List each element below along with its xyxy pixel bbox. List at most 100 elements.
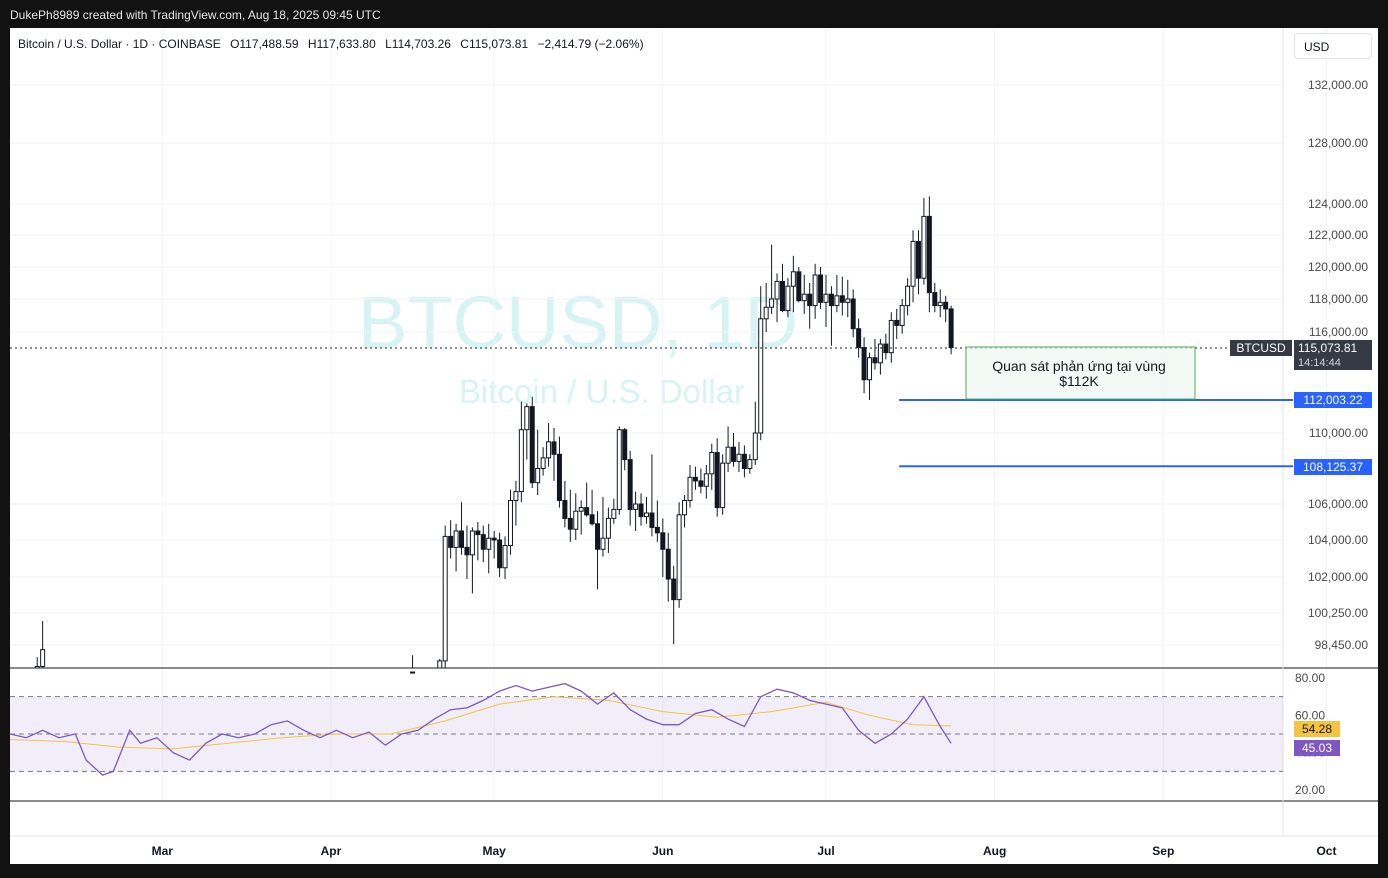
time-tick-label: Sep (1152, 844, 1174, 858)
candle-body (741, 453, 747, 469)
candle-body (867, 357, 873, 381)
time-tick-label: Mar (152, 844, 174, 858)
price-tick-label: 100,250.00 (1308, 606, 1368, 620)
price-tick-label: 98,450.00 (1315, 638, 1369, 652)
candle-body (834, 295, 840, 307)
candle-body (595, 523, 601, 550)
annotation-box[interactable]: Quan sát phản ứng tại vùng $112K (965, 346, 1196, 400)
candle-body (40, 649, 46, 667)
candle-body (535, 468, 541, 484)
candle-body (915, 240, 921, 279)
rsi-pane[interactable] (10, 682, 1283, 776)
candle-body (497, 539, 503, 569)
candle-body (638, 503, 644, 518)
candle-body (513, 491, 519, 501)
candle-body (910, 240, 916, 287)
rsi-ma-label: 54.28 (1294, 721, 1340, 737)
candle-body (758, 318, 764, 434)
candles (34, 196, 954, 674)
candle-body (839, 295, 845, 303)
candle-body (518, 429, 524, 493)
candle-body (600, 537, 606, 550)
candle-body (643, 512, 649, 518)
candle-body (807, 293, 813, 307)
candle-body (899, 305, 905, 326)
time-tick-label: Apr (321, 844, 342, 858)
candle-body (524, 406, 530, 431)
candle-body (948, 308, 954, 349)
top-bar: DukePh8989 created with TradingView.com,… (0, 0, 1388, 28)
candle-body (437, 660, 443, 669)
candle-body (649, 512, 655, 528)
candle-body (823, 293, 829, 303)
price-tick-label: 116,000.00 (1309, 325, 1368, 339)
price-axis[interactable]: 132,000.00 128,000.00 124,000.00 122,000.00… (1308, 78, 1368, 652)
time-tick-label: May (482, 844, 506, 858)
rsi-ma-line (10, 696, 952, 750)
candle-body (682, 499, 688, 516)
price-tick-label: 106,000.00 (1308, 497, 1368, 511)
price-tick-label: 128,000.00 (1308, 136, 1368, 150)
candle-body (790, 271, 796, 287)
candle-body (872, 357, 878, 364)
price-change: −2,414.79 (−2.06%) (537, 37, 644, 51)
candle-body (671, 578, 677, 601)
candle-body (801, 293, 807, 302)
candle-body (877, 343, 883, 364)
rsi-value: 45.03 (1302, 741, 1332, 755)
candle-body (556, 453, 562, 501)
candle-body (633, 503, 639, 510)
candle-body (818, 274, 824, 303)
candle-body (611, 508, 617, 519)
candle-body (725, 446, 731, 464)
candle-body (709, 452, 715, 475)
candle-body (943, 301, 949, 310)
candle-body (905, 285, 911, 307)
price-tick-label: 120,000.00 (1308, 260, 1368, 274)
candle-body (622, 429, 628, 461)
level-1-label: 112,003.22 (1294, 392, 1372, 408)
price-tick-label: 110,000.00 (1309, 426, 1368, 440)
level-1-value: 112,003.22 (1303, 393, 1362, 407)
candle-body (660, 532, 666, 550)
candle-body (714, 452, 720, 509)
time-tick-label: Jun (652, 844, 673, 858)
candle-body (861, 347, 867, 381)
price-tick-label: 122,000.00 (1308, 228, 1368, 242)
ohlc-high: H117,633.80 (307, 37, 376, 51)
candle-body (665, 548, 671, 580)
candle-body (720, 462, 726, 509)
candle-body (687, 476, 693, 501)
symbol-legend[interactable]: Bitcoin / U.S. Dollar · 1D · COINBASE O1… (18, 37, 650, 51)
chart-frame[interactable]: BTCUSD, 1D Bitcoin / U.S. Dollar Quan sá… (10, 28, 1378, 864)
candle-body (551, 441, 557, 455)
rsi-tick-label: 60.00 (1295, 708, 1325, 722)
candle-body (459, 530, 465, 548)
time-axis[interactable]: Mar Apr May Jun Jul Aug Sep Oct (152, 844, 1337, 858)
symbol-title: Bitcoin / U.S. Dollar · 1D · COINBASE (18, 37, 221, 51)
candle-body (654, 526, 660, 534)
candle-body (480, 534, 486, 550)
ohlc-open: O117,488.59 (230, 37, 299, 51)
candle-body (584, 507, 590, 516)
candle-body (529, 406, 535, 484)
candle-body (627, 459, 633, 510)
currency-button[interactable]: USD (1294, 33, 1372, 59)
candle-body (703, 473, 709, 487)
candle-body (796, 271, 802, 302)
grid-lines (10, 28, 1378, 837)
rsi-line (10, 682, 952, 776)
rsi-ma-value: 54.28 (1302, 722, 1332, 736)
countdown-timer: 14:14:44 (1298, 357, 1341, 369)
candle-body (752, 432, 758, 461)
candle-body (856, 328, 862, 349)
candle-body (850, 298, 856, 330)
candle-body (502, 545, 508, 569)
chart-canvas[interactable]: BTCUSD, 1D Bitcoin / U.S. Dollar Quan sá… (10, 28, 1378, 864)
candle-body (442, 535, 448, 662)
candle-body (926, 215, 932, 294)
candle-body (567, 517, 573, 530)
price-tick-label: 124,000.00 (1308, 197, 1368, 211)
rsi-value-label: 45.03 (1294, 740, 1340, 756)
candle-body (469, 530, 475, 556)
